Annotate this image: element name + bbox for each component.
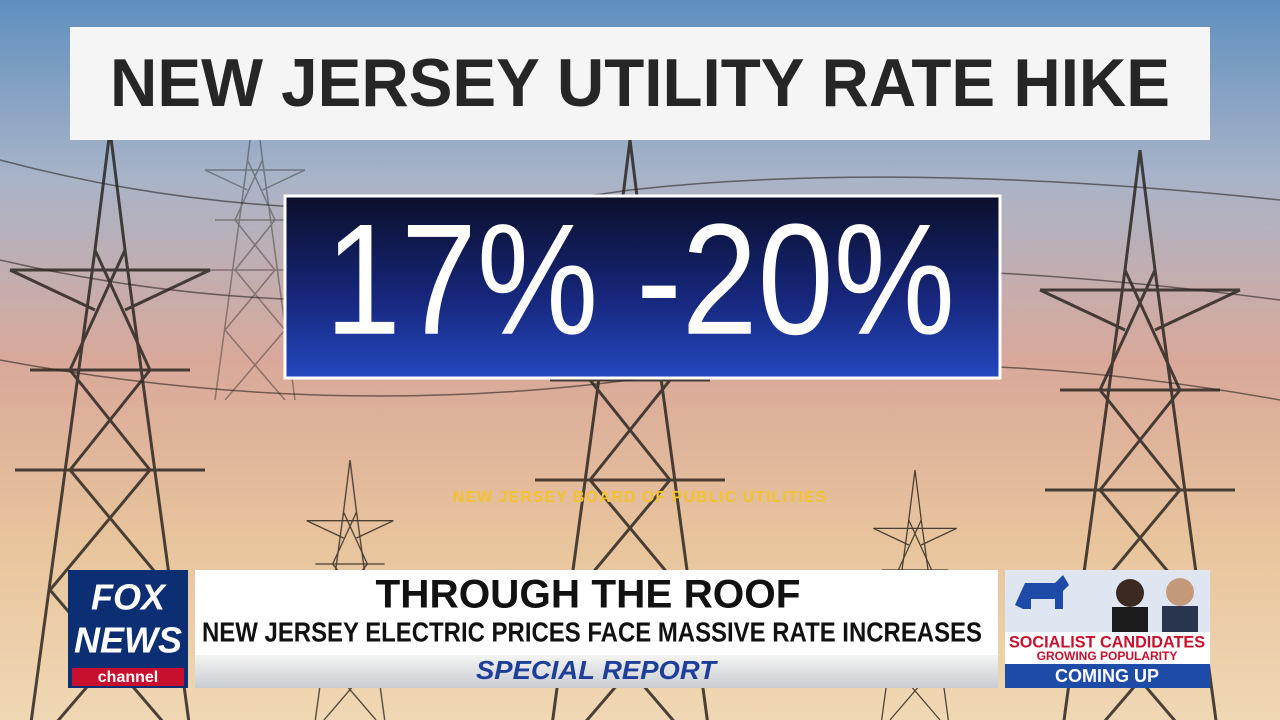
show-strip bbox=[195, 655, 998, 688]
rate-figure: 17% -20% bbox=[325, 192, 955, 368]
logo-channel-bar bbox=[72, 668, 184, 686]
figure-box bbox=[283, 194, 1002, 380]
promo-figure bbox=[1112, 607, 1148, 632]
show-name: SPECIAL REPORT bbox=[476, 655, 718, 685]
logo-news: NEWS bbox=[74, 620, 182, 661]
promo-footer: COMING UP bbox=[1055, 666, 1159, 686]
graphic-title: NEW JERSEY UTILITY RATE HIKE bbox=[110, 45, 1170, 121]
promo-banner bbox=[1005, 632, 1210, 664]
promo-face bbox=[1116, 579, 1144, 607]
promo-subtitle: GROWING POPULARITY bbox=[1037, 649, 1178, 663]
promo-figure bbox=[1162, 606, 1198, 632]
subheadline: NEW JERSEY ELECTRIC PRICES FACE MASSIVE … bbox=[202, 616, 982, 647]
headline: THROUGH THE ROOF bbox=[376, 573, 801, 617]
promo-footer-bar bbox=[1005, 664, 1210, 688]
logo-fox: FOX bbox=[91, 577, 167, 618]
promo-face bbox=[1166, 578, 1194, 606]
logo-channel: channel bbox=[98, 669, 158, 686]
source-label: NEW JERSEY BOARD OF PUBLIC UTILITIES bbox=[453, 489, 827, 506]
promo-donkey bbox=[1015, 575, 1069, 609]
title-box bbox=[70, 27, 1210, 140]
promo-title: SOCIALIST CANDIDATES bbox=[1009, 632, 1205, 651]
headline-box bbox=[195, 570, 998, 655]
